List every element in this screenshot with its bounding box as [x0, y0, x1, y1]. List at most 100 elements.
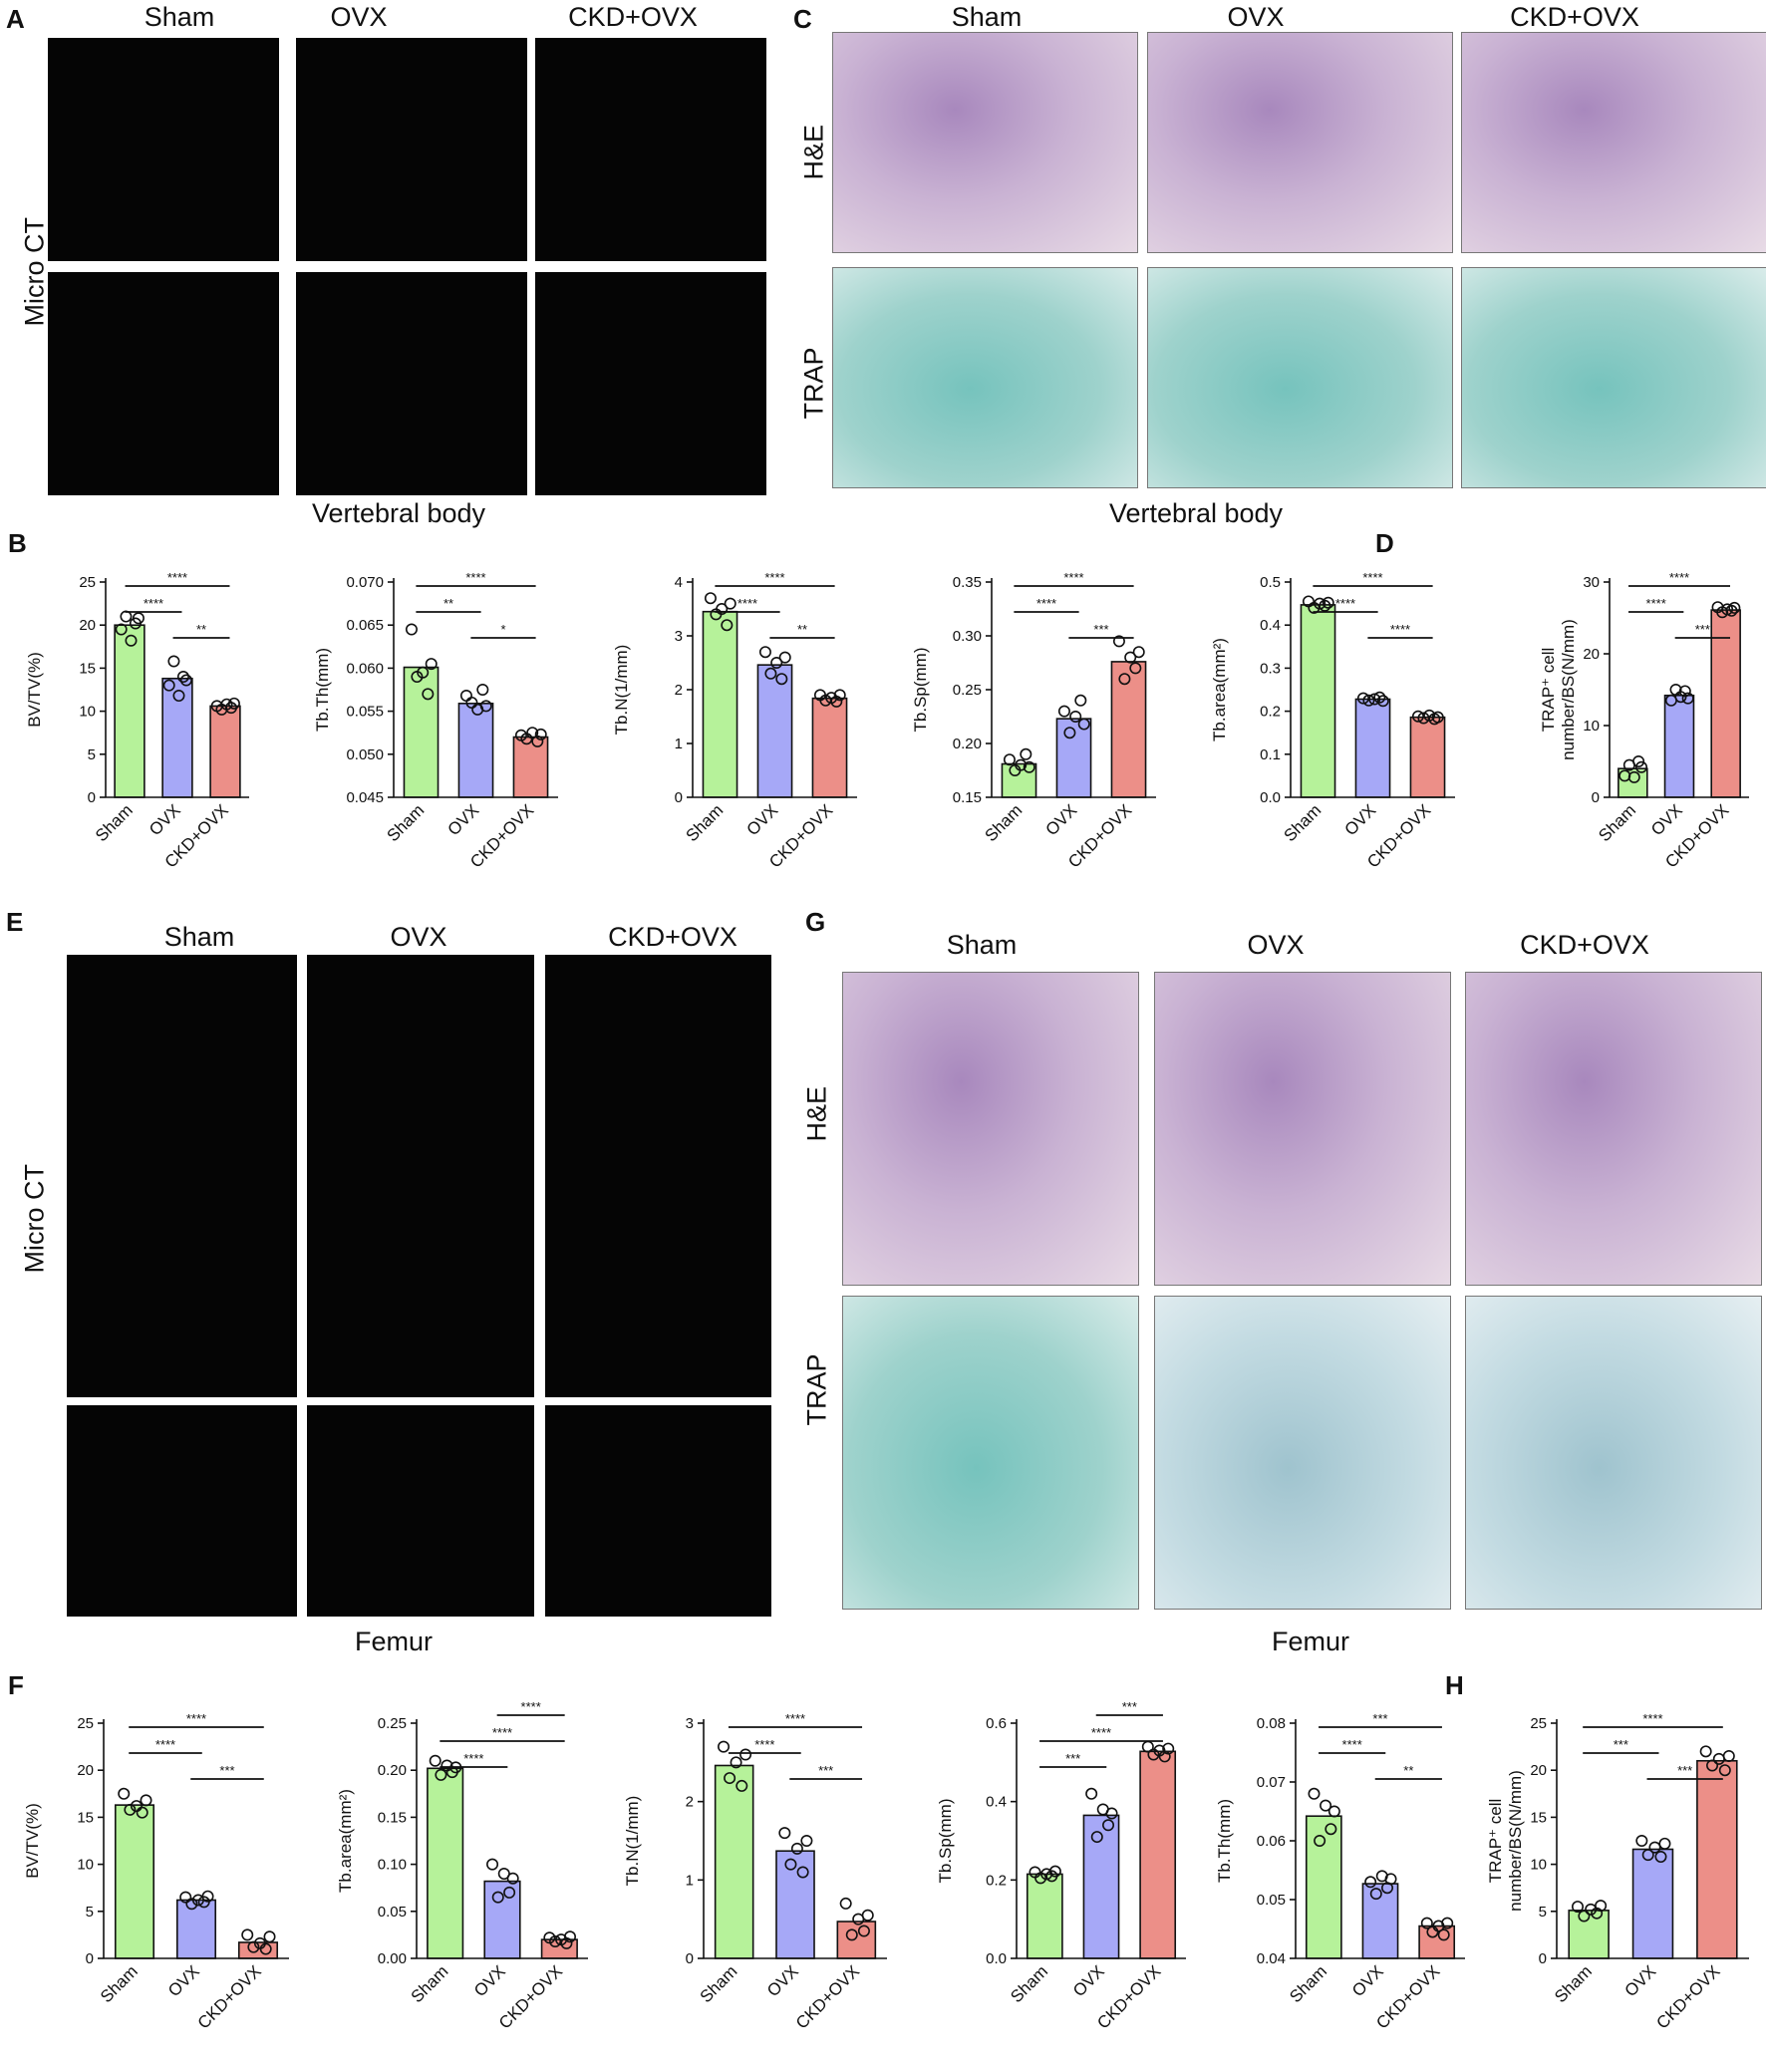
significance-label: ****: [521, 1699, 541, 1714]
data-point: [724, 1772, 736, 1785]
data-point: [1641, 1849, 1654, 1862]
data-point: [784, 1858, 797, 1871]
y-tick-label: 2: [686, 1794, 694, 1811]
y-tick-label: 0.6: [986, 1715, 1007, 1732]
data-point: [1373, 691, 1386, 704]
data-point: [247, 1940, 260, 1953]
y-tick-label: 0.20: [953, 736, 982, 752]
x-tick-label: Sham: [1286, 1961, 1330, 2006]
bar-ckd-ovx: [1139, 1750, 1177, 1959]
data-point: [721, 619, 734, 632]
data-point: [736, 1779, 748, 1792]
data-point: [1369, 1888, 1382, 1901]
micro-ct-3d-femur-sham: [67, 1405, 297, 1617]
y-tick-label: 0.4: [1260, 617, 1281, 634]
data-point: [1322, 596, 1334, 609]
y-tick-label: 0: [1592, 789, 1600, 806]
data-point: [1074, 694, 1087, 707]
x-tick-label: Sham: [981, 800, 1026, 845]
y-tick-label: 10: [1583, 718, 1600, 735]
x-tick-label: Sham: [1595, 800, 1639, 845]
data-point: [549, 1935, 562, 1948]
significance-label: ****: [1390, 622, 1410, 637]
data-point: [429, 1754, 442, 1767]
trap-femur-ovx: [1154, 1296, 1451, 1610]
data-point: [1314, 1835, 1326, 1848]
y-tick-label: 0.06: [1257, 1833, 1286, 1850]
row-label-he: H&E: [798, 124, 829, 180]
data-point: [718, 1740, 731, 1753]
bar-ovx: [1663, 694, 1695, 798]
y-tick-label: 20: [1530, 1762, 1547, 1779]
data-point: [758, 646, 771, 659]
panel-letter-e: E: [6, 907, 24, 937]
data-point: [1376, 695, 1389, 708]
x-tick-label: Sham: [408, 1961, 452, 2006]
x-tick-label: CKD+OVX: [1652, 1961, 1723, 2032]
row-label-he: H&E: [801, 1085, 832, 1142]
data-point: [1699, 1745, 1712, 1758]
he-vertebra-ovx: [1147, 32, 1453, 253]
bar-sham: [702, 610, 738, 798]
x-tick-label: Sham: [1007, 1961, 1051, 2006]
he-vertebra-ckd-ovx: [1461, 32, 1766, 253]
data-point: [1635, 760, 1648, 773]
significance-label: ****: [1342, 1737, 1362, 1752]
y-tick-label: 5: [1539, 1904, 1547, 1921]
data-point: [1725, 604, 1738, 617]
panel-letter-d: D: [1375, 528, 1394, 558]
y-tick-label: 0.20: [378, 1762, 407, 1779]
x-tick-label: CKD+OVX: [792, 1961, 863, 2032]
y-tick-label: 0: [1539, 1950, 1547, 1967]
data-point: [118, 1787, 131, 1800]
y-tick-label: 4: [675, 574, 683, 591]
bar-ovx: [175, 1899, 217, 1959]
data-point: [1356, 692, 1369, 705]
significance-label: ***: [1065, 1751, 1080, 1766]
data-point: [259, 1942, 272, 1955]
x-tick-label: OVX: [1042, 800, 1081, 839]
significance-label: ****: [764, 570, 784, 585]
micro-ct-3d-vertebra-sham: [48, 272, 279, 495]
row-label-micro-ct: Micro CT: [19, 217, 50, 327]
y-tick-label: 0.07: [1257, 1774, 1286, 1791]
data-point: [503, 1886, 516, 1899]
data-point: [1441, 1917, 1454, 1929]
data-point: [778, 651, 791, 664]
bar-ckd-ovx: [1696, 1759, 1738, 1959]
data-point: [425, 658, 438, 671]
data-point: [830, 695, 843, 708]
he-femur-ckd-ovx: [1465, 972, 1762, 1286]
data-point: [1063, 727, 1076, 740]
y-tick-label: 5: [86, 1904, 94, 1921]
data-point: [1085, 1787, 1098, 1800]
bar-ovx: [1631, 1848, 1674, 1959]
y-tick-label: 0.05: [1257, 1892, 1286, 1909]
data-point: [115, 623, 128, 636]
x-tick-label: CKD+OVX: [194, 1961, 265, 2032]
data-point: [1728, 601, 1741, 614]
y-tick-label: 0.04: [1257, 1950, 1286, 1967]
y-tick-label: 3: [675, 628, 683, 645]
y-tick-label: 20: [77, 1762, 94, 1779]
he-femur-ovx: [1154, 972, 1451, 1286]
panel-letter-b: B: [8, 528, 27, 558]
data-point: [479, 700, 492, 713]
y-tick-label: 0: [686, 1950, 694, 1967]
col-header-ckd-ovx: CKD+OVX: [1520, 930, 1649, 960]
y-axis-label: Tb.area(mm²): [336, 1789, 355, 1893]
data-point: [405, 623, 418, 636]
y-tick-label: 0.065: [346, 617, 384, 634]
micro-ct-vertebra-ckd-ovx: [535, 38, 766, 261]
micro-ct-3d-vertebra-ovx: [296, 272, 527, 495]
significance-label: ****: [1063, 570, 1083, 585]
row-label-micro-ct: Micro CT: [19, 1164, 50, 1274]
data-point: [1020, 747, 1032, 760]
significance-label: ****: [754, 1737, 774, 1752]
trap-femur-sham: [842, 1296, 1139, 1610]
data-point: [1722, 1750, 1735, 1763]
